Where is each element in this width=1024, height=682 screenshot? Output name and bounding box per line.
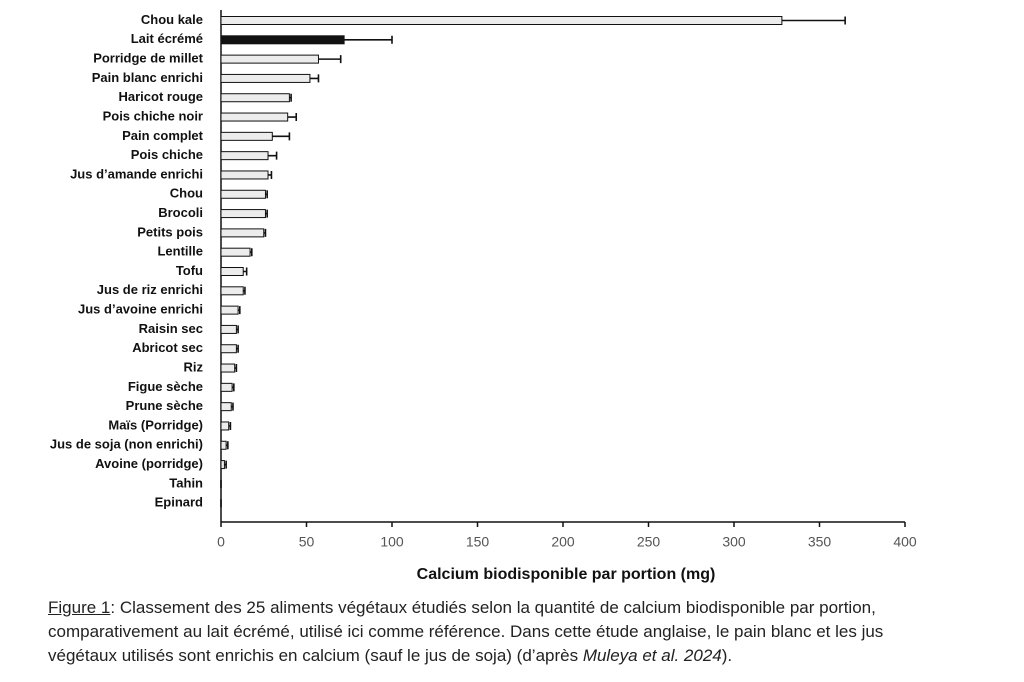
- bar: [220, 324, 237, 334]
- x-tick-label: 300: [722, 534, 746, 550]
- error-bar: [236, 344, 239, 353]
- error-bar: [238, 306, 241, 315]
- category-label: Riz: [184, 359, 204, 374]
- bar: [220, 421, 230, 431]
- category-label: Jus d’amande enrichi: [70, 166, 203, 181]
- category-label: Jus de soja (non enrichi): [50, 437, 203, 452]
- error-bar: [268, 151, 278, 160]
- x-tick-label: 100: [380, 534, 404, 550]
- bar: [220, 54, 319, 64]
- category-label: Chou kale: [141, 12, 203, 27]
- category-label: Pain blanc enrichi: [92, 70, 203, 85]
- bar: [220, 344, 237, 354]
- category-label: Pois chiche noir: [103, 108, 203, 123]
- category-label: Lait écrémé: [131, 31, 203, 46]
- bar: [220, 402, 232, 412]
- bar: [220, 35, 345, 45]
- bar: [220, 73, 311, 83]
- category-label: Lentille: [157, 244, 203, 259]
- x-tick-label: 400: [893, 534, 917, 550]
- error-bar: [263, 228, 267, 237]
- category-label: Epinard: [155, 495, 203, 510]
- category-label: Jus d’avoine enrichi: [78, 302, 203, 317]
- bar: [220, 382, 233, 392]
- category-label: Avoine (porridge): [95, 456, 203, 471]
- chart: Calcium biodisponible par portion (mg) 0…: [50, 10, 917, 583]
- error-bar: [243, 286, 246, 295]
- category-label: Abricot sec: [132, 340, 203, 355]
- error-bar: [234, 364, 238, 373]
- error-bar: [265, 209, 268, 218]
- error-bar: [236, 325, 239, 334]
- x-tick-label: 50: [299, 534, 315, 550]
- caption-label: Figure 1: [48, 598, 111, 617]
- x-tick-label: 150: [466, 534, 490, 550]
- bar: [220, 305, 239, 315]
- error-bar: [226, 441, 229, 450]
- bar: [220, 363, 236, 373]
- x-tick-label: 350: [808, 534, 832, 550]
- category-label: Raisin sec: [139, 321, 203, 336]
- error-bar: [243, 267, 248, 276]
- error-bar: [228, 421, 232, 430]
- bar: [220, 247, 251, 257]
- category-label: Jus de riz enrichi: [97, 282, 203, 297]
- bar: [220, 131, 273, 141]
- error-bar: [289, 93, 292, 102]
- category-label: Chou: [170, 186, 203, 201]
- error-bar: [250, 248, 253, 257]
- bar: [220, 93, 290, 103]
- error-bar: [268, 170, 273, 179]
- error-bar: [231, 402, 234, 411]
- bar: [220, 112, 289, 122]
- caption-citation: Muleya et al. 2024: [582, 646, 722, 665]
- error-bar: [287, 113, 298, 122]
- category-label: Tahin: [169, 475, 203, 490]
- error-bar: [781, 16, 846, 25]
- error-bar: [309, 74, 320, 83]
- error-bar: [224, 460, 227, 469]
- bar: [220, 151, 269, 161]
- bar: [220, 209, 266, 219]
- bar: [220, 267, 244, 276]
- error-bar: [344, 35, 393, 44]
- bar: [220, 460, 225, 470]
- x-axis-title: Calcium biodisponible par portion (mg): [417, 566, 716, 583]
- error-bar: [272, 132, 291, 141]
- bar: [220, 170, 269, 180]
- caption-text: : Classement des 25 aliments végétaux ét…: [48, 598, 884, 665]
- category-label: Prune sèche: [126, 398, 203, 413]
- category-label: Porridge de millet: [93, 51, 203, 66]
- category-label: Petits pois: [137, 224, 203, 239]
- category-label: Tofu: [176, 263, 203, 278]
- bar: [220, 228, 265, 238]
- caption: Figure 1: Classement des 25 aliments vég…: [48, 596, 948, 668]
- error-bar: [232, 383, 235, 392]
- bar: [220, 16, 783, 25]
- category-label: Maïs (Porridge): [108, 417, 203, 432]
- bar: [220, 286, 244, 296]
- category-label: Pain complet: [122, 128, 204, 143]
- bar: [220, 440, 227, 450]
- bar: [220, 189, 266, 199]
- category-label: Haricot rouge: [118, 89, 203, 104]
- category-label: Brocoli: [158, 205, 203, 220]
- category-label: Figue sèche: [128, 379, 203, 394]
- category-label: Pois chiche: [131, 147, 203, 162]
- caption-end: ).: [721, 646, 733, 665]
- x-tick-label: 200: [551, 534, 575, 550]
- error-bar: [318, 55, 342, 64]
- x-tick-label: 0: [217, 534, 225, 550]
- x-tick-label: 250: [637, 534, 661, 550]
- error-bar: [265, 190, 268, 199]
